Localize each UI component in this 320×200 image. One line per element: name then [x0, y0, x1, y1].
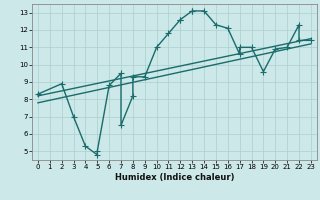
X-axis label: Humidex (Indice chaleur): Humidex (Indice chaleur) [115, 173, 234, 182]
